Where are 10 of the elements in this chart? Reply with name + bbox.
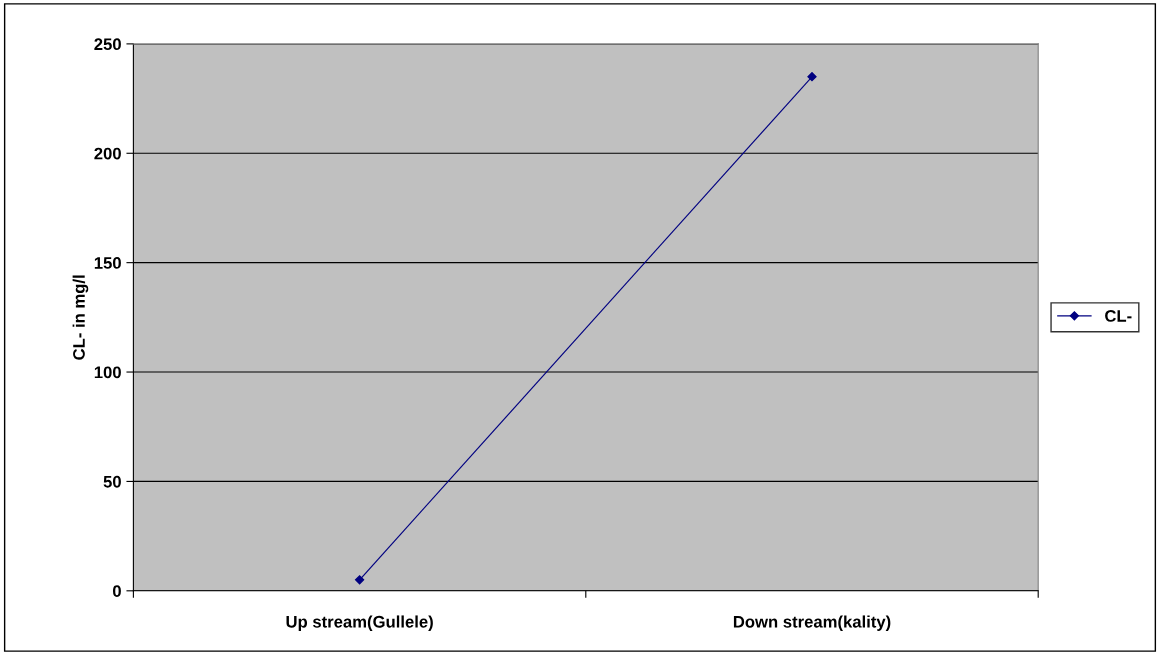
y-tick-label: 250 (94, 38, 121, 51)
y-tick-label: 150 (94, 257, 121, 269)
x-tick-label: Up stream(Gullele) (286, 615, 433, 631)
x-tick-label: Down stream(kality) (733, 615, 891, 631)
y-tick-label: 50 (103, 475, 121, 488)
y-axis-title: CL- in mg/l (72, 275, 89, 360)
y-tick-label: 0 (112, 585, 121, 598)
legend-label: CL- (1105, 310, 1132, 322)
y-tick-label: 100 (94, 366, 121, 379)
y-tick-label: 200 (94, 147, 121, 160)
